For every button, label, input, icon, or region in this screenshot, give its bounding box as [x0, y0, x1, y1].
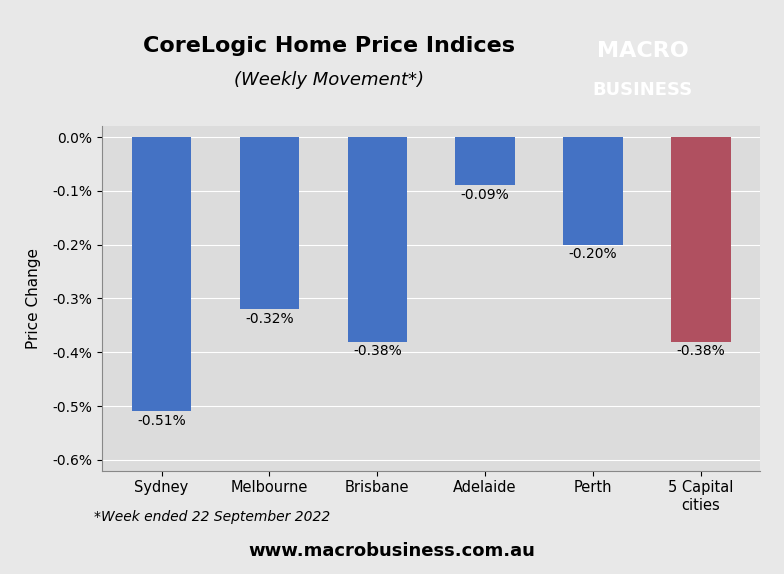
Text: -0.51%: -0.51%	[137, 414, 186, 428]
Text: (Weekly Movement*): (Weekly Movement*)	[234, 71, 424, 90]
Text: BUSINESS: BUSINESS	[593, 82, 693, 99]
Text: CoreLogic Home Price Indices: CoreLogic Home Price Indices	[143, 36, 515, 56]
Bar	[671, 137, 731, 342]
Text: *Week ended 22 September 2022: *Week ended 22 September 2022	[94, 510, 330, 523]
Text: -0.38%: -0.38%	[677, 344, 725, 358]
Text: www.macrobusiness.com.au: www.macrobusiness.com.au	[249, 542, 535, 560]
Bar	[347, 137, 407, 342]
Text: -0.38%: -0.38%	[353, 344, 401, 358]
Bar	[456, 137, 515, 185]
Text: -0.32%: -0.32%	[245, 312, 294, 326]
Y-axis label: Price Change: Price Change	[26, 248, 41, 349]
Bar	[240, 137, 299, 309]
Bar	[132, 137, 191, 412]
Bar	[564, 137, 622, 245]
Text: -0.09%: -0.09%	[461, 188, 510, 202]
Text: -0.20%: -0.20%	[568, 247, 617, 261]
Text: MACRO: MACRO	[597, 41, 689, 61]
